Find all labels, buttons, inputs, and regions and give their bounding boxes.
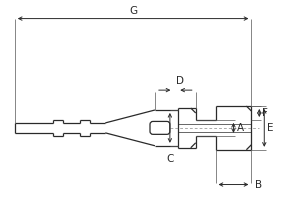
Text: D: D [176,76,184,86]
Text: E: E [267,123,274,133]
Text: B: B [255,180,262,189]
Text: A: A [236,123,244,133]
Text: F: F [262,108,268,118]
Text: C: C [166,154,174,164]
Text: G: G [129,6,137,16]
FancyBboxPatch shape [150,121,170,134]
